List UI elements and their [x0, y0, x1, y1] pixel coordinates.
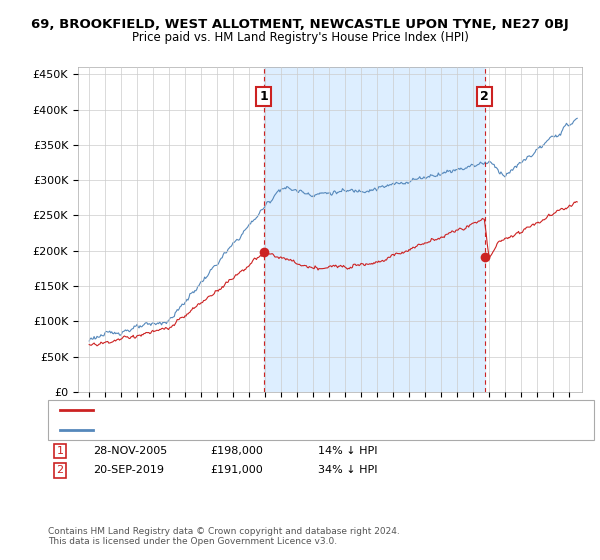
- Text: 34% ↓ HPI: 34% ↓ HPI: [318, 465, 377, 475]
- Text: Price paid vs. HM Land Registry's House Price Index (HPI): Price paid vs. HM Land Registry's House …: [131, 31, 469, 44]
- Bar: [264, 67, 485, 392]
- Text: £198,000: £198,000: [210, 446, 263, 456]
- Text: 1: 1: [56, 446, 64, 456]
- Text: 69, BROOKFIELD, WEST ALLOTMENT, NEWCASTLE UPON TYNE, NE27 0BJ: 69, BROOKFIELD, WEST ALLOTMENT, NEWCASTL…: [31, 18, 569, 31]
- Text: 1: 1: [259, 90, 268, 103]
- Text: £191,000: £191,000: [210, 465, 263, 475]
- Text: 2: 2: [481, 90, 489, 103]
- Text: 2: 2: [56, 465, 64, 475]
- Text: HPI: Average price, detached house, North Tyneside: HPI: Average price, detached house, Nort…: [98, 425, 368, 435]
- Text: 28-NOV-2005: 28-NOV-2005: [93, 446, 167, 456]
- Text: 14% ↓ HPI: 14% ↓ HPI: [318, 446, 377, 456]
- Text: 20-SEP-2019: 20-SEP-2019: [93, 465, 164, 475]
- Text: 69, BROOKFIELD, WEST ALLOTMENT, NEWCASTLE UPON TYNE, NE27 0BJ (detached hous: 69, BROOKFIELD, WEST ALLOTMENT, NEWCASTL…: [98, 405, 558, 415]
- Text: Contains HM Land Registry data © Crown copyright and database right 2024.
This d: Contains HM Land Registry data © Crown c…: [48, 526, 400, 546]
